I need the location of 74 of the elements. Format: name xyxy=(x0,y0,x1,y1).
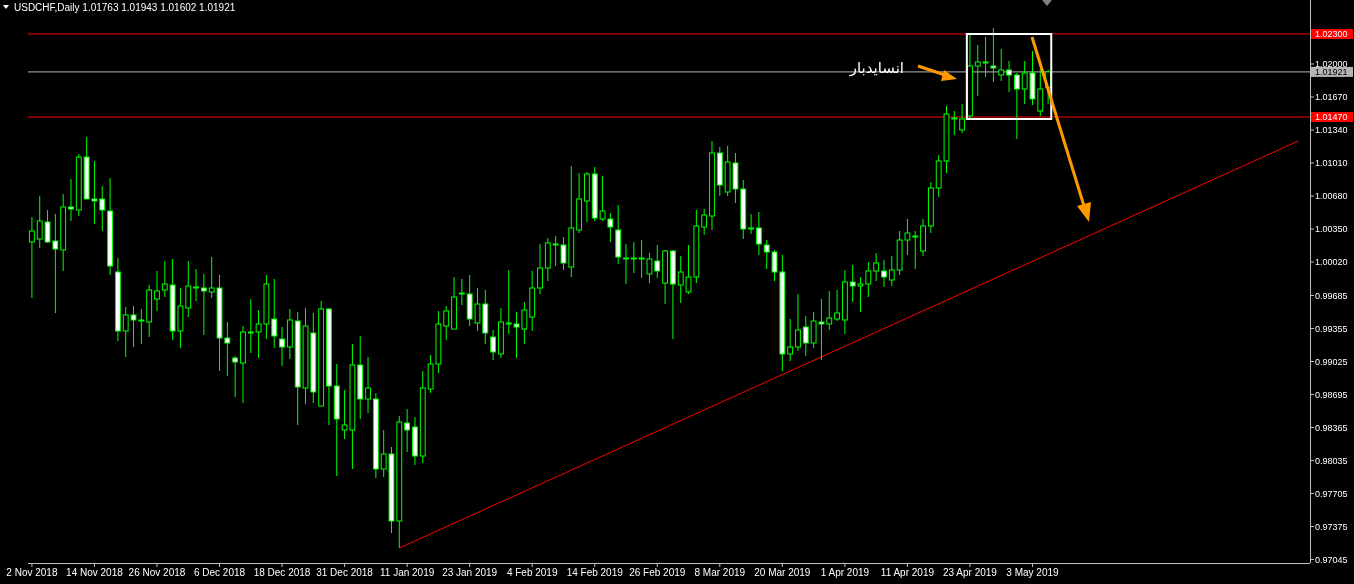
y-tick-label: 1.00350 xyxy=(1315,224,1348,235)
chart-title: USDCHF,Daily 1.01763 1.01943 1.01602 1.01921 xyxy=(14,2,236,13)
x-tick-label: 26 Nov 2018 xyxy=(128,567,186,578)
candlestick xyxy=(623,243,629,285)
candlestick xyxy=(974,44,981,97)
candlestick xyxy=(279,326,285,367)
candlestick xyxy=(232,355,239,398)
y-tick-label: 0.99025 xyxy=(1315,356,1348,367)
candlestick xyxy=(795,293,801,352)
candlestick xyxy=(888,255,895,287)
candlestick xyxy=(200,273,207,336)
y-tick-label: 0.97705 xyxy=(1315,488,1348,499)
x-tick-label: 23 Apr 2019 xyxy=(942,567,998,578)
x-tick-label: 11 Jan 2019 xyxy=(379,567,435,578)
candlestick xyxy=(365,356,371,414)
candlestick xyxy=(630,241,637,274)
x-tick-label: 26 Feb 2019 xyxy=(629,567,686,578)
candlestick xyxy=(247,298,254,354)
y-tick-label: 0.97375 xyxy=(1315,521,1348,532)
ref-line-label: 1.01470 xyxy=(1315,112,1348,123)
x-tick-label: 2 Nov 2018 xyxy=(6,567,58,578)
x-tick-label: 18 Dec 2018 xyxy=(253,567,311,578)
candlestick xyxy=(458,278,465,306)
x-tick-label: 14 Feb 2019 xyxy=(566,567,624,578)
candlestick xyxy=(748,213,754,235)
y-tick-label: 1.01670 xyxy=(1315,92,1348,103)
candlestick xyxy=(787,318,794,362)
ref-line-label: 1.02300 xyxy=(1315,29,1348,40)
candlestick xyxy=(881,259,887,288)
x-tick-label: 4 Feb 2019 xyxy=(506,567,558,578)
y-tick-label: 1.01010 xyxy=(1315,158,1348,169)
candlestick xyxy=(873,252,880,282)
candlestick xyxy=(537,243,543,295)
y-tick-label: 1.00680 xyxy=(1315,191,1348,202)
x-tick-label: 14 Nov 2018 xyxy=(66,567,124,578)
candlestick xyxy=(701,208,708,236)
x-tick-label: 8 Mar 2019 xyxy=(694,567,746,578)
candlestick xyxy=(982,36,989,78)
x-tick-label: 20 Mar 2019 xyxy=(754,567,811,578)
candlestick xyxy=(68,178,74,222)
candlestick xyxy=(959,103,966,134)
y-tick-label: 1.00020 xyxy=(1315,257,1348,268)
candlestick xyxy=(1006,60,1012,93)
candlestick xyxy=(28,216,35,299)
x-tick-label: 23 Jan 2019 xyxy=(442,567,498,578)
candlestick xyxy=(271,278,278,349)
x-tick-label: 11 Apr 2019 xyxy=(880,567,935,578)
y-tick-label: 1.01340 xyxy=(1315,125,1348,136)
candlestick xyxy=(802,315,809,357)
x-tick-label: 31 Dec 2018 xyxy=(316,567,374,578)
ref-line-label: 1.01921 xyxy=(1315,67,1348,78)
candlestick xyxy=(154,270,160,312)
y-tick-label: 1.02000 xyxy=(1315,59,1348,70)
annotation: انسایدبار xyxy=(848,59,904,77)
x-tick-label: 1 Apr 2019 xyxy=(820,567,870,578)
candlestick xyxy=(490,329,497,361)
candlestick xyxy=(404,408,411,453)
y-tick-label: 0.98035 xyxy=(1315,455,1348,466)
y-tick-label: 0.98365 xyxy=(1315,422,1348,433)
x-tick-label: 6 Dec 2018 xyxy=(193,567,246,578)
candlestick xyxy=(990,27,997,83)
candlestick xyxy=(998,48,1005,82)
y-tick-label: 0.99685 xyxy=(1315,290,1348,301)
y-tick-label: 0.97045 xyxy=(1315,554,1348,565)
candlestick xyxy=(912,230,919,270)
candlestick xyxy=(834,289,840,322)
y-tick-label: 0.98695 xyxy=(1315,389,1348,400)
y-tick-label: 0.99355 xyxy=(1315,323,1348,334)
candlestick xyxy=(193,268,199,302)
candlestick xyxy=(1013,72,1020,140)
candlestick xyxy=(161,260,168,298)
x-tick-label: 3 May 2019 xyxy=(1006,567,1060,578)
candlestick xyxy=(755,211,762,256)
candlestick xyxy=(443,305,450,341)
